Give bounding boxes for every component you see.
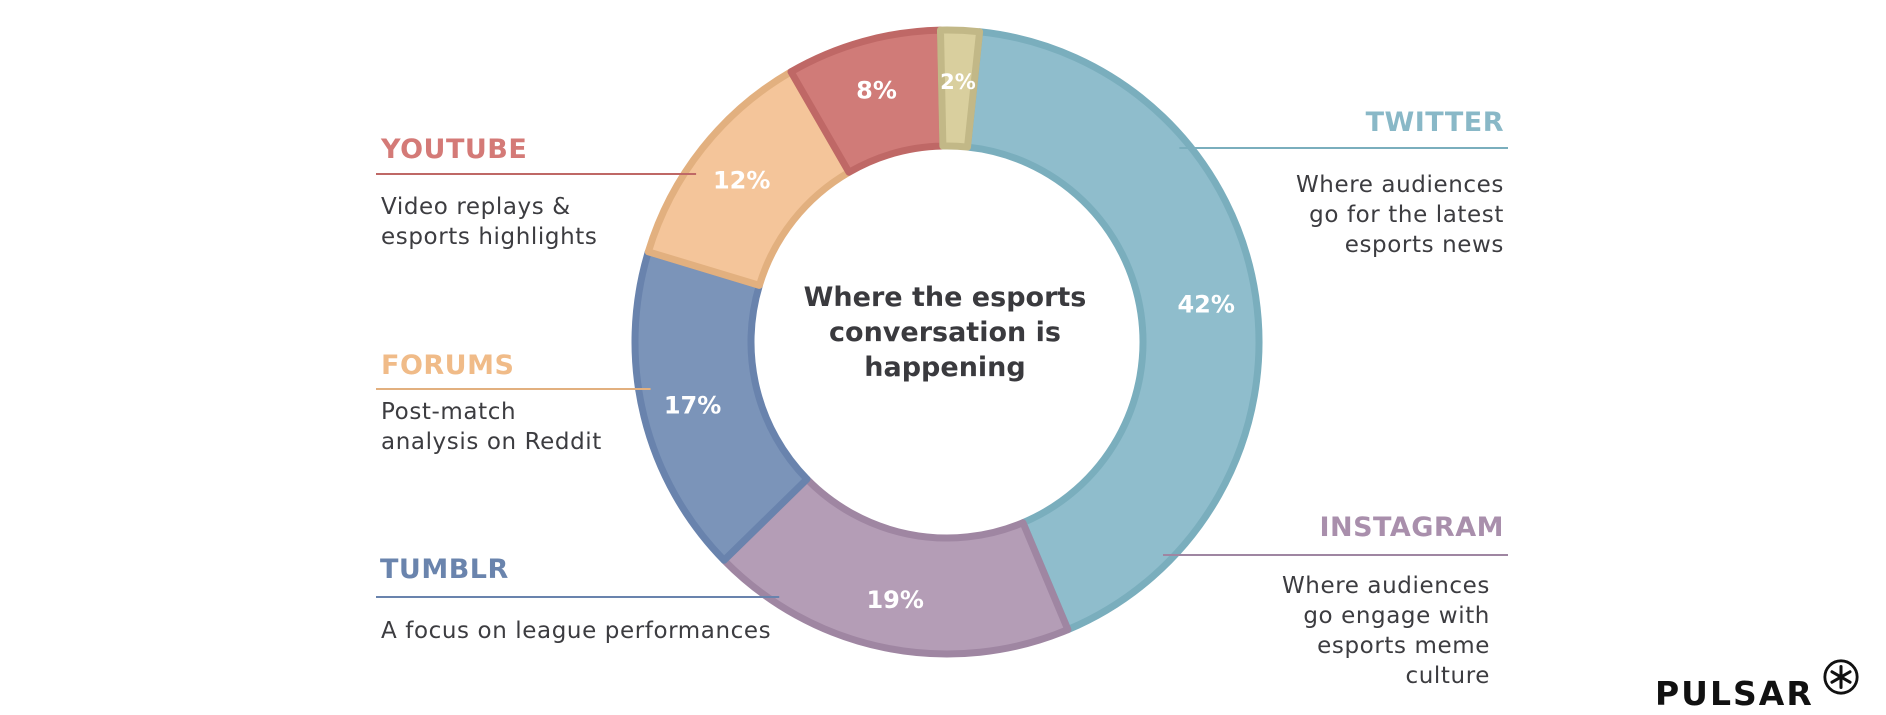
desc-forums: Post-match analysis on Reddit — [381, 399, 602, 455]
desc-instagram: Where audiences go engage with esports m… — [1281, 573, 1490, 689]
asterisk-circle-icon — [1823, 659, 1859, 695]
desc-twitter: Where audiences go for the latest esport… — [1295, 172, 1504, 258]
slice-other — [936, 26, 984, 151]
desc-tumblr: A focus on league performances — [381, 618, 772, 644]
pct-label-twitter: 42% — [1177, 291, 1234, 319]
label-instagram: INSTAGRAM — [1319, 512, 1504, 543]
label-youtube: YOUTUBE — [381, 134, 528, 165]
label-twitter: TWITTER — [1365, 107, 1504, 138]
pct-label-tumblr: 17% — [664, 391, 721, 419]
slice-tumblr — [631, 248, 811, 564]
percentage-labels: 42% 19% 17% 12% 8% 2% — [664, 70, 1235, 614]
pct-label-other: 2% — [940, 70, 976, 94]
leader-lines — [376, 147, 1508, 598]
label-forums: FORUMS — [381, 350, 515, 381]
pct-label-youtube: 8% — [856, 77, 897, 105]
label-tumblr: TUMBLR — [380, 554, 509, 585]
pct-label-instagram: 19% — [866, 586, 923, 614]
desc-youtube: Video replays & esports highlights — [381, 194, 598, 250]
chart-title: Where the esports conversation is happen… — [803, 282, 1087, 383]
pulsar-logo: PULSAR — [1655, 674, 1814, 713]
slice-instagram — [720, 475, 1072, 658]
donut-slices — [631, 26, 1263, 658]
pct-label-forums: 12% — [713, 166, 770, 194]
